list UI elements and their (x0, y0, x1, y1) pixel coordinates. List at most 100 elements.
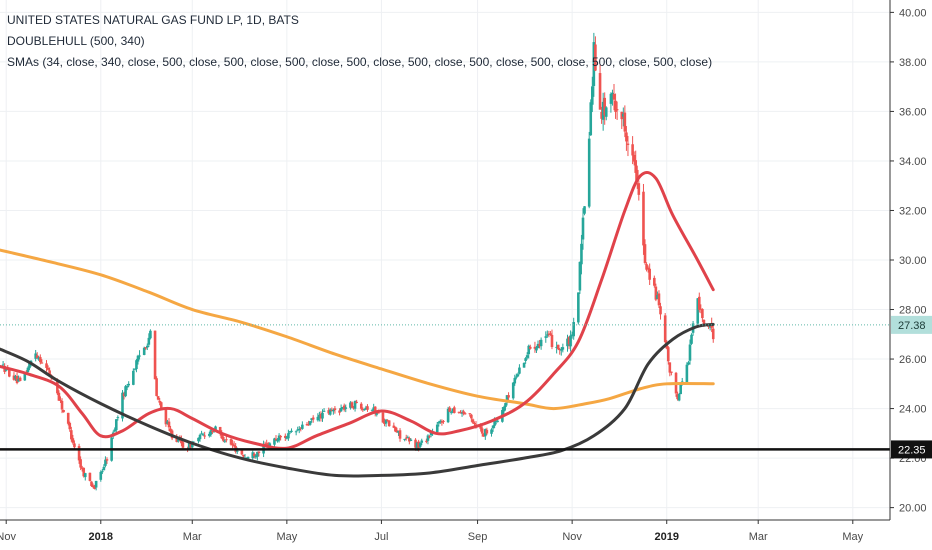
candle (200, 430, 203, 435)
candle (223, 439, 227, 444)
candle-body (332, 409, 335, 412)
candle-body (581, 217, 585, 240)
candle (515, 373, 518, 380)
candle-body (614, 100, 617, 112)
chart-legend: UNITED STATES NATURAL GAS FUND LP, 1D, B… (7, 10, 712, 73)
candle (386, 419, 389, 422)
candle-body (257, 451, 261, 453)
candle (294, 430, 298, 436)
candle-body (646, 267, 650, 270)
candle (688, 339, 692, 365)
candle (94, 480, 98, 491)
candle (403, 438, 406, 442)
candle (66, 412, 70, 426)
candle (420, 438, 424, 446)
candle (685, 362, 689, 385)
candle (425, 438, 428, 444)
candle-body (406, 437, 410, 439)
candle (480, 426, 484, 437)
candle (283, 433, 287, 441)
last-price-badge (891, 315, 932, 334)
candle (231, 439, 234, 449)
candle (144, 347, 148, 350)
candle (308, 420, 312, 426)
candle-body (122, 393, 126, 397)
candle-body (601, 101, 605, 120)
candle (577, 292, 580, 325)
candle-body (48, 370, 51, 375)
candle-body (484, 429, 487, 437)
candle (457, 411, 461, 414)
candle-body (62, 409, 65, 413)
candle-body (256, 451, 259, 457)
candle (473, 421, 476, 426)
candle-body (603, 97, 607, 116)
candle (637, 180, 641, 201)
candle (600, 106, 603, 124)
candle-body (28, 362, 31, 369)
candle-body (220, 432, 224, 439)
candle-body (372, 407, 375, 411)
candle-body (287, 433, 290, 439)
candle-body (609, 93, 613, 104)
candle-body (604, 107, 608, 117)
candle (124, 385, 127, 398)
candle (490, 428, 493, 437)
candle-body (547, 333, 551, 335)
candle-body (101, 471, 104, 473)
candle-body (485, 429, 489, 434)
candle (418, 442, 422, 449)
y-tick-label: 24.00 (899, 404, 927, 416)
candle-body (209, 430, 213, 435)
candle-body (642, 191, 645, 246)
candle-body (364, 407, 368, 410)
candle-body (708, 324, 712, 328)
series-sma_red (0, 170, 715, 450)
candle (451, 408, 455, 414)
candle-body (251, 452, 255, 459)
candle-body (310, 418, 313, 420)
candle-body (428, 436, 431, 438)
candle-body (538, 343, 541, 347)
candle (539, 337, 543, 350)
candle-body (144, 347, 148, 349)
candle-body (653, 277, 656, 286)
candle (17, 375, 20, 382)
candle (656, 291, 659, 300)
series-sma_orange (0, 248, 715, 411)
candle (301, 421, 304, 430)
candle (327, 407, 331, 415)
candle (468, 413, 472, 417)
candle-body (311, 417, 315, 420)
last-price-label: 27.38 (898, 320, 926, 332)
candle (40, 359, 44, 364)
candle (225, 436, 228, 443)
y-tick-label: 26.00 (899, 354, 927, 366)
candle-body (299, 427, 303, 429)
candle-body (408, 437, 411, 442)
candle-body (381, 412, 385, 423)
candle-body (307, 424, 310, 426)
candle (35, 352, 39, 359)
candle (567, 336, 571, 350)
candle-body (308, 421, 312, 425)
candle-body (359, 403, 363, 409)
candle (147, 333, 151, 348)
x-tick-label: Jul (374, 531, 388, 543)
candle-body (333, 408, 337, 411)
series-hull_black (0, 322, 715, 478)
candle-body (158, 400, 162, 403)
candle (546, 330, 549, 338)
candle-body (462, 411, 465, 414)
candle (132, 368, 135, 386)
x-tick-label: May (842, 531, 863, 543)
candle-body (187, 442, 191, 449)
x-tick-label: Mar (749, 531, 768, 543)
candle (547, 330, 551, 338)
candle (404, 434, 408, 441)
candle-body (34, 353, 37, 359)
candle (471, 418, 475, 424)
candle (316, 413, 320, 422)
candle (518, 364, 521, 375)
